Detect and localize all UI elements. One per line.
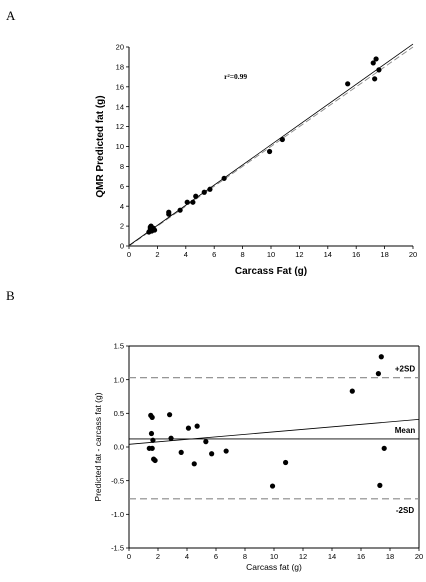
data-point	[147, 224, 153, 230]
y-tick-label: 1.5	[114, 342, 124, 351]
x-tick-label: 0	[127, 250, 131, 259]
y-tick-label: 4	[120, 202, 124, 211]
x-tick-label: 2	[156, 552, 160, 561]
x-tick-label: 8	[241, 250, 245, 259]
regression-line	[128, 418, 420, 445]
data-point	[376, 67, 382, 73]
data-point	[151, 227, 158, 233]
x-tick-label: 6	[212, 250, 216, 259]
y-tick-label: 18	[116, 63, 124, 72]
y-tick-label: 10	[116, 142, 124, 151]
y-tick-label: 0.5	[114, 409, 124, 418]
data-point	[149, 445, 155, 451]
data-point	[209, 451, 215, 457]
data-point	[345, 81, 351, 87]
data-point	[178, 449, 184, 455]
data-point	[279, 136, 285, 143]
x-tick-label: 4	[184, 250, 188, 259]
data-point	[203, 439, 209, 445]
data-point	[194, 423, 200, 429]
x-tick-label: 8	[243, 552, 247, 561]
y-tick-label: 6	[120, 182, 124, 191]
data-point	[377, 482, 383, 488]
r-squared-annotation: r²=0.99	[224, 72, 247, 81]
x-axis-title: Carcass fat (g)	[246, 562, 302, 572]
panel-a-chart: 0 2 4 6 8 10 12 14 16 18 20 0 2 4 6 8 10 12 14 16 18 20 Carcas…	[95, 43, 417, 277]
data-point	[190, 199, 196, 205]
x-tick-label: 16	[352, 250, 360, 259]
x-tick-label: 18	[386, 552, 394, 561]
data-point	[349, 388, 355, 394]
minus-2sd-label: -2SD	[396, 506, 414, 515]
y-tick-label: 0	[120, 242, 124, 251]
x-tick-label: 4	[185, 552, 189, 561]
x-tick-label: 10	[270, 552, 278, 561]
y-tick-label: 20	[116, 43, 124, 52]
y-tick-label: 0.0	[114, 443, 124, 452]
x-tick-label: 20	[409, 250, 417, 259]
data-point	[266, 148, 273, 155]
data-point	[378, 354, 384, 360]
x-tick-label: 18	[380, 250, 388, 259]
y-tick-label: -1.0	[111, 510, 124, 519]
data-point	[381, 445, 387, 451]
data-point	[150, 437, 156, 443]
y-tick-label: 8	[120, 162, 124, 171]
panel-b-chart: 0 2 4 6 8 10 12 14 16 18 20 -1.5 -1.0 -0.5 0.0 0.5 1.0 1.…	[93, 342, 423, 572]
data-point	[207, 186, 213, 192]
y-tick-label: 14	[116, 102, 124, 111]
x-tick-label: 16	[357, 552, 365, 561]
data-point	[185, 425, 192, 431]
y-tick-label: -0.5	[111, 476, 124, 485]
data-point	[177, 207, 183, 213]
data-point	[283, 459, 289, 466]
data-point	[193, 193, 199, 199]
x-tick-label: 12	[295, 250, 303, 259]
x-tick-label: 10	[267, 250, 275, 259]
data-point	[269, 483, 276, 489]
data-point	[223, 448, 229, 454]
x-tick-label: 14	[328, 552, 336, 561]
data-point	[221, 175, 227, 181]
data-point	[152, 457, 158, 464]
y-tick-label: -1.5	[111, 544, 124, 553]
regression-line	[128, 43, 414, 246]
data-point	[166, 209, 172, 215]
data-point	[191, 461, 197, 467]
data-point	[149, 414, 155, 420]
data-point	[168, 435, 174, 441]
plus-2sd-label: +2SD	[395, 365, 415, 374]
y-tick-label: 1.0	[114, 375, 124, 384]
y-axis-title: Predicted fat - carcass fat (g)	[93, 392, 103, 501]
x-tick-label: 20	[415, 552, 423, 561]
identity-line	[128, 46, 414, 247]
x-tick-label: 14	[324, 250, 332, 259]
data-point	[375, 371, 381, 377]
y-tick-label: 16	[116, 82, 124, 91]
data-point	[373, 56, 379, 62]
data-point	[372, 76, 378, 82]
y-tick-label: 2	[120, 222, 124, 231]
x-axis-title: Carcass Fat (g)	[235, 266, 307, 277]
data-point	[148, 430, 155, 437]
x-tick-label: 12	[299, 552, 307, 561]
mean-label: Mean	[395, 426, 416, 435]
panel-letter-a: A	[6, 8, 16, 23]
x-tick-label: 6	[214, 552, 218, 561]
data-point	[201, 189, 207, 195]
x-tick-label: 0	[127, 552, 131, 561]
x-tick-label: 2	[155, 250, 159, 259]
data-point	[370, 60, 376, 66]
y-tick-label: 12	[116, 122, 124, 131]
panel-letter-b: B	[6, 288, 15, 303]
data-point	[167, 412, 173, 418]
data-point	[184, 199, 190, 205]
y-axis-title: QMR Predicted fat (g)	[95, 95, 106, 197]
